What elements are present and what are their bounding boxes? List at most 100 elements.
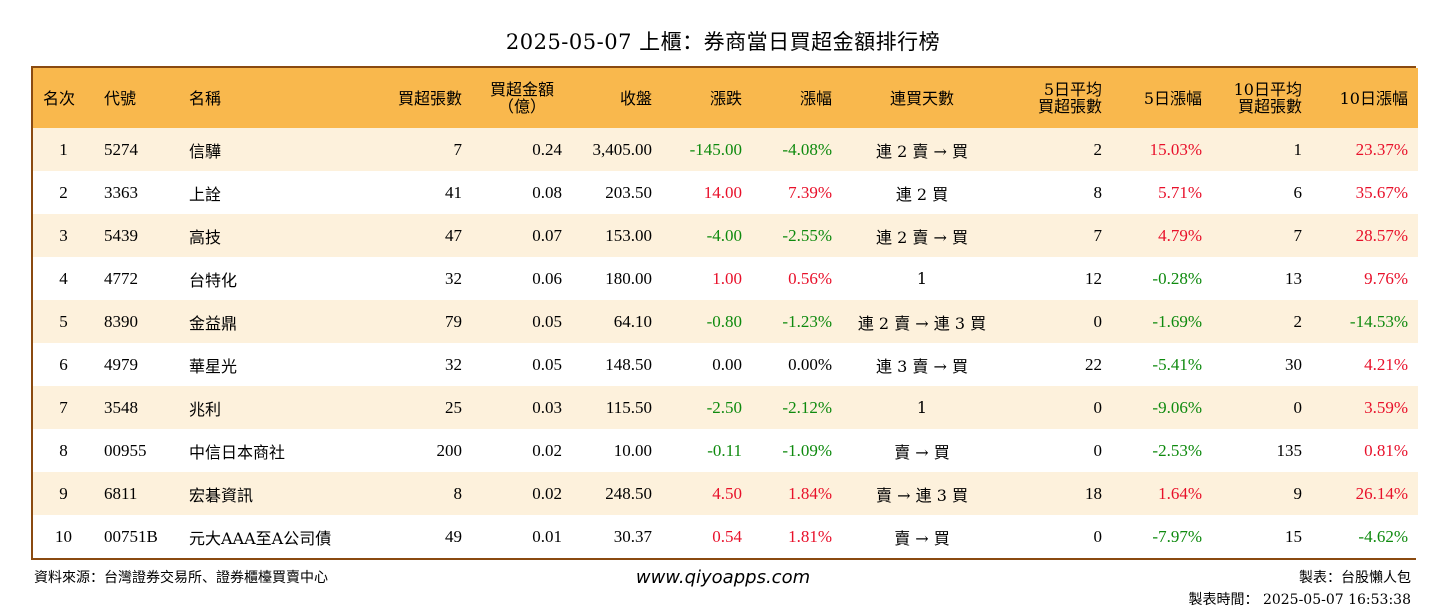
cell-close: 180.00 [605,268,652,288]
header-avg10-net-buy: 10日平均 買超張數 [1233,80,1302,116]
cell-change-pct: 1.81% [788,526,832,546]
table-row: 3 5439 高技 47 0.07 153.00 -4.00 -2.55% 連 2 賣 → 買 7… [33,214,1418,257]
table-body: 1 5274 信驊 7 0.24 3,405.00 -145.00 -4.08% 連 2 賣 →… [33,128,1418,558]
cell-avg5-net-buy: 0 [1093,311,1103,331]
made-time-label: 製表時間： 2025-05-07 16:53:38 [1188,592,1412,608]
cell-rank: 3 [59,225,68,245]
cell-code: 00751B [104,526,158,546]
cell-avg5-net-buy: 12 [1085,268,1102,288]
cell-net-buy-amount: 0.03 [532,397,562,417]
cell-consecutive-days: 連 2 賣 → 買 [876,227,968,247]
cell-code: 4772 [104,268,138,288]
cell-name: 台特化 [189,270,238,290]
cell-code: 8390 [104,311,138,331]
header-net-buy-amount: 買超金額 （億） [489,80,554,116]
cell-pct10: 4.21% [1364,354,1408,374]
cell-close: 3,405.00 [592,139,653,159]
cell-avg5-net-buy: 8 [1093,182,1103,202]
cell-name: 信驊 [189,141,222,161]
cell-rank: 1 [59,139,68,159]
cell-name: 高技 [189,227,222,247]
cell-change: -2.50 [706,397,742,417]
cell-change: 0.00 [712,354,742,374]
cell-net-buy-lots: 41 [445,182,462,202]
cell-net-buy-amount: 0.06 [532,268,562,288]
website-link[interactable]: www.qiyoapps.com [635,567,811,588]
cell-change: -145.00 [689,139,742,159]
cell-rank: 9 [59,483,68,503]
cell-code: 5439 [104,225,138,245]
cell-avg5-net-buy: 0 [1093,526,1103,546]
cell-avg10-net-buy: 135 [1276,440,1303,460]
cell-pct5: -9.06% [1152,397,1202,417]
cell-pct5: -0.28% [1152,268,1202,288]
cell-change: -0.11 [707,440,742,460]
cell-change-pct: 0.00% [788,354,832,374]
cell-avg5-net-buy: 22 [1085,354,1102,374]
cell-avg10-net-buy: 6 [1293,182,1303,202]
cell-avg10-net-buy: 15 [1285,526,1302,546]
data-source-note: 資料來源：台灣證券交易所、證券櫃檯買賣中心 [34,570,328,586]
cell-name: 中信日本商社 [189,442,286,462]
header-pct5: 5日漲幅 [1143,88,1202,108]
cell-avg5-net-buy: 0 [1093,397,1103,417]
cell-net-buy-lots: 32 [445,268,462,288]
cell-net-buy-lots: 200 [436,440,463,460]
cell-close: 115.50 [605,397,652,417]
cell-consecutive-days: 賣 → 買 [894,528,950,548]
page-title: 2025-05-07 上櫃：券商當日買超金額排行榜 [505,30,941,54]
cell-avg5-net-buy: 0 [1093,440,1103,460]
table-row: 8 00955 中信日本商社 200 0.02 10.00 -0.11 -1.09% 賣 → 買… [33,429,1418,472]
cell-rank: 7 [59,397,68,417]
cell-code: 3363 [104,182,138,202]
table-row: 7 3548 兆利 25 0.03 115.50 -2.50 -2.12% 1 0 -9.06% 0 3… [33,386,1418,429]
cell-net-buy-amount: 0.05 [532,354,562,374]
ranking-table-container: 名次 代號 名稱 買超張數 買超金額 （億） 收盤 漲跌 漲幅 連買天數 5日平均 買超張數 5日漲… [31,66,1418,560]
cell-net-buy-amount: 0.08 [532,182,562,202]
cell-pct5: -1.69% [1152,311,1202,331]
cell-name: 元大AAA至A公司債 [189,528,332,548]
cell-net-buy-lots: 49 [445,526,462,546]
cell-close: 248.50 [605,483,652,503]
cell-net-buy-lots: 79 [445,311,462,331]
cell-close: 30.37 [613,526,652,546]
cell-avg10-net-buy: 13 [1285,268,1302,288]
table-row: 10 00751B 元大AAA至A公司債 49 0.01 30.37 0.54 1.81% 賣 … [33,515,1418,558]
cell-net-buy-amount: 0.01 [532,526,562,546]
table-row: 2 3363 上詮 41 0.08 203.50 14.00 7.39% 連 2 買 8 5.71%… [33,171,1418,214]
cell-pct5: 5.71% [1158,182,1202,202]
cell-pct5: -7.97% [1152,526,1202,546]
cell-rank: 6 [59,354,68,374]
header-pct10: 10日漲幅 [1339,88,1408,108]
cell-name: 華星光 [189,356,238,376]
cell-net-buy-amount: 0.02 [532,483,562,503]
header-net-buy-lots: 買超張數 [397,88,462,108]
cell-pct10: 0.81% [1364,440,1408,460]
cell-pct10: 3.59% [1364,397,1408,417]
cell-net-buy-lots: 7 [453,139,463,159]
header-consecutive-days: 連買天數 [889,88,954,108]
table-header-row: 名次 代號 名稱 買超張數 買超金額 （億） 收盤 漲跌 漲幅 連買天數 5日平均 買超張數 5日漲… [33,68,1418,128]
cell-consecutive-days: 賣 → 連 3 買 [876,485,968,505]
cell-avg5-net-buy: 18 [1085,483,1102,503]
header-close: 收盤 [619,88,652,108]
cell-avg10-net-buy: 1 [1293,139,1303,159]
cell-consecutive-days: 連 3 賣 → 買 [876,356,968,376]
cell-pct5: 4.79% [1158,225,1202,245]
cell-close: 153.00 [605,225,652,245]
cell-consecutive-days: 連 2 賣 → 買 [876,141,968,161]
cell-change: -4.00 [706,225,742,245]
cell-pct5: 15.03% [1149,139,1202,159]
cell-rank: 5 [59,311,68,331]
cell-net-buy-lots: 32 [445,354,462,374]
cell-rank: 8 [59,440,68,460]
cell-net-buy-lots: 8 [453,483,463,503]
cell-pct10: 26.14% [1355,483,1408,503]
cell-avg10-net-buy: 30 [1285,354,1302,374]
cell-name: 兆利 [189,399,222,419]
footer-credits: 製表：台股懶人包 製表時間： 2025-05-07 16:53:38 [1189,567,1412,611]
cell-consecutive-days: 賣 → 買 [894,442,950,462]
cell-net-buy-amount: 0.02 [532,440,562,460]
cell-change-pct: -1.23% [782,311,832,331]
cell-name: 金益鼎 [189,313,238,333]
